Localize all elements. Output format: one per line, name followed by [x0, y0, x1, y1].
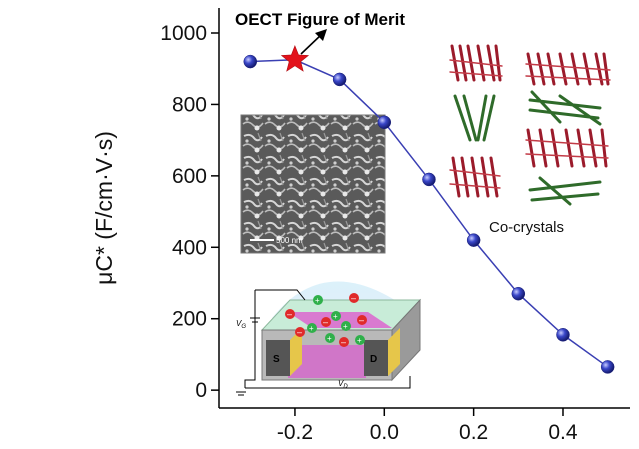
oect-device-schematic: S D VG VD + + + + + + – – – – – – — [236, 281, 422, 396]
svg-text:–: – — [297, 327, 302, 337]
cocrystals-label: Co-crystals — [489, 219, 564, 236]
data-point — [600, 360, 615, 374]
y-tick-label: 800 — [172, 93, 207, 116]
annotation-arrow — [300, 29, 327, 55]
y-tick-label: 400 — [172, 236, 207, 259]
svg-text:+: + — [315, 296, 320, 305]
vd-label: VD — [338, 379, 348, 390]
data-point — [466, 233, 481, 247]
x-tick-label: -0.2 — [277, 421, 313, 444]
cocrystal-structure-image — [449, 44, 611, 206]
figure-of-merit-annotation: OECT Figure of Merit — [235, 10, 405, 29]
y-tick-label: 0 — [195, 379, 207, 402]
sem-scale-label: 500 nm — [276, 236, 303, 245]
y-tick-label: 1000 — [160, 22, 207, 45]
highlight-star-point — [280, 44, 310, 72]
data-point — [556, 328, 570, 342]
svg-text:+: + — [343, 322, 348, 331]
axes: 0 200 400 600 800 1000 -0.2 0.0 0.2 0.4 — [160, 8, 630, 444]
svg-text:–: – — [359, 315, 364, 325]
drain-label: D — [370, 354, 377, 365]
y-axis-label: μC* (F/cm·V·s) — [91, 131, 117, 285]
svg-text:+: + — [327, 334, 332, 343]
y-ticks: 0 200 400 600 800 1000 — [160, 22, 219, 402]
data-point — [422, 172, 436, 187]
svg-text:–: – — [341, 337, 346, 347]
svg-text:–: – — [323, 317, 328, 327]
data-point — [377, 115, 392, 130]
vg-label: VG — [236, 319, 246, 330]
ion-markers: + + + + + + – – – – – – — [285, 293, 367, 347]
y-tick-label: 200 — [172, 308, 207, 331]
series-layer — [243, 44, 615, 374]
svg-text:–: – — [287, 309, 292, 319]
x-ticks: -0.2 0.0 0.2 0.4 — [277, 408, 578, 444]
data-point — [243, 54, 258, 69]
svg-text:–: – — [351, 293, 356, 303]
sem-inset: 500 nm — [240, 114, 386, 254]
y-tick-label: 600 — [172, 165, 207, 188]
x-tick-label: 0.2 — [459, 421, 488, 444]
svg-text:+: + — [333, 312, 338, 321]
x-tick-label: 0.0 — [370, 421, 399, 444]
svg-text:+: + — [309, 324, 314, 333]
data-point — [332, 72, 347, 87]
svg-text:+: + — [357, 336, 362, 345]
x-tick-label: 0.4 — [548, 421, 578, 444]
source-label: S — [273, 354, 280, 365]
data-point — [511, 286, 526, 301]
